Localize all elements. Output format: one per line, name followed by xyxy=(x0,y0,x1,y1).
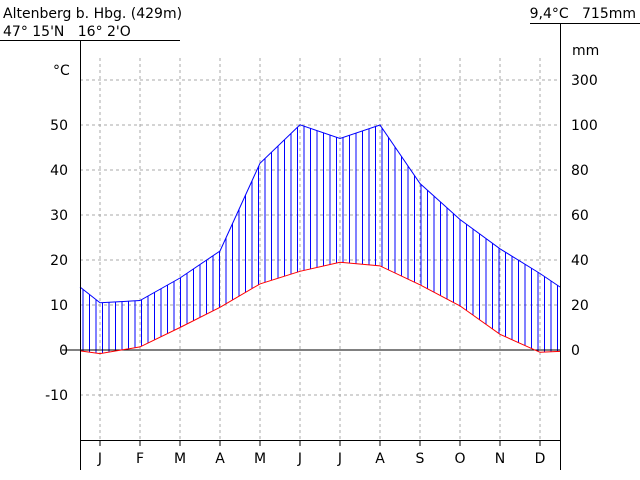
month-label: D xyxy=(535,451,546,467)
y-tick-label-right: 20 xyxy=(571,298,589,314)
y-tick-label-right: 60 xyxy=(571,208,589,224)
y-tick-label-left: 30 xyxy=(50,208,68,224)
month-label: N xyxy=(495,451,505,467)
y-tick-label-left: 20 xyxy=(50,253,68,269)
series-lines xyxy=(79,124,561,355)
plot-frame xyxy=(80,23,561,470)
month-label: F xyxy=(136,451,144,467)
header: Altenberg b. Hbg. (429m) 47° 15'N 16° 2'… xyxy=(0,6,640,41)
y-tick-label-right: 80 xyxy=(571,163,589,179)
temperature-line xyxy=(79,261,561,355)
y-tick-label-right: 40 xyxy=(571,253,589,269)
y-axis-title-right: mm xyxy=(572,43,599,59)
month-label: J xyxy=(297,451,302,467)
month-label: M xyxy=(174,451,186,467)
y-tick-label-left: 50 xyxy=(50,118,68,134)
humid-hatching xyxy=(82,126,558,354)
y-tick-label-left: 40 xyxy=(50,163,68,179)
precipitation-line xyxy=(79,124,561,304)
month-label: J xyxy=(337,451,342,467)
y-tick-label-right: 300 xyxy=(571,73,598,89)
y-axis-title-left: °C xyxy=(53,63,70,79)
month-label: A xyxy=(375,451,385,467)
y-tick-labels-left: -10 0 10 20 30 40 50 xyxy=(45,118,68,404)
y-tick-label-left: 0 xyxy=(59,343,68,359)
y-tick-label-left: -10 xyxy=(45,388,68,404)
month-label: O xyxy=(454,451,465,467)
y-tick-label-left: 10 xyxy=(50,298,68,314)
month-label: S xyxy=(416,451,425,467)
y-tick-label-right: 100 xyxy=(571,118,598,134)
y-tick-label-right: 0 xyxy=(571,343,580,359)
month-label: J xyxy=(97,451,102,467)
grid xyxy=(80,58,560,440)
climate-summary: 9,4°C 715mm xyxy=(530,6,636,22)
station-name: Altenberg b. Hbg. (429m) xyxy=(3,6,182,22)
y-tick-labels-right: 0 20 40 60 80 100 300 xyxy=(571,73,598,359)
month-label: A xyxy=(215,451,225,467)
station-coordinates: 47° 15'N 16° 2'O xyxy=(3,24,131,40)
month-label: M xyxy=(254,451,266,467)
